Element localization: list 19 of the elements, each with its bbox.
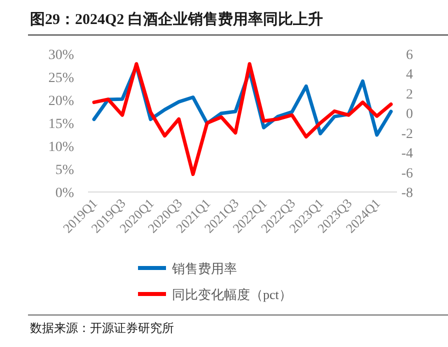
y2-tick-label: 4 (406, 68, 413, 83)
source-note: 数据来源：开源证券研究所 (30, 321, 174, 335)
y-tick-label: 20% (48, 94, 74, 109)
y-tick-label: 30% (48, 48, 74, 63)
y2-tick-label: -4 (401, 146, 413, 162)
y2-tick-label: 6 (406, 48, 413, 63)
y-tick-label: 5% (55, 163, 74, 178)
legend-label: 销售费用率 (171, 261, 237, 276)
y-tick-label: 15% (48, 117, 74, 132)
y2-tick-label: 0 (406, 107, 413, 122)
title: 图29：2024Q2 白酒企业销售费用率同比上升 (30, 12, 323, 28)
y-tick-label: 0% (55, 186, 74, 201)
y2-tick-label: -2 (401, 126, 413, 142)
y-tick-label: 25% (48, 71, 74, 86)
y2-tick-label: 2 (406, 87, 413, 102)
legend-label: 同比变化幅度（pct） (172, 287, 292, 302)
y-tick-label: 10% (48, 140, 74, 155)
y2-tick-label: -6 (401, 166, 413, 182)
y2-tick-label: -8 (401, 186, 413, 201)
